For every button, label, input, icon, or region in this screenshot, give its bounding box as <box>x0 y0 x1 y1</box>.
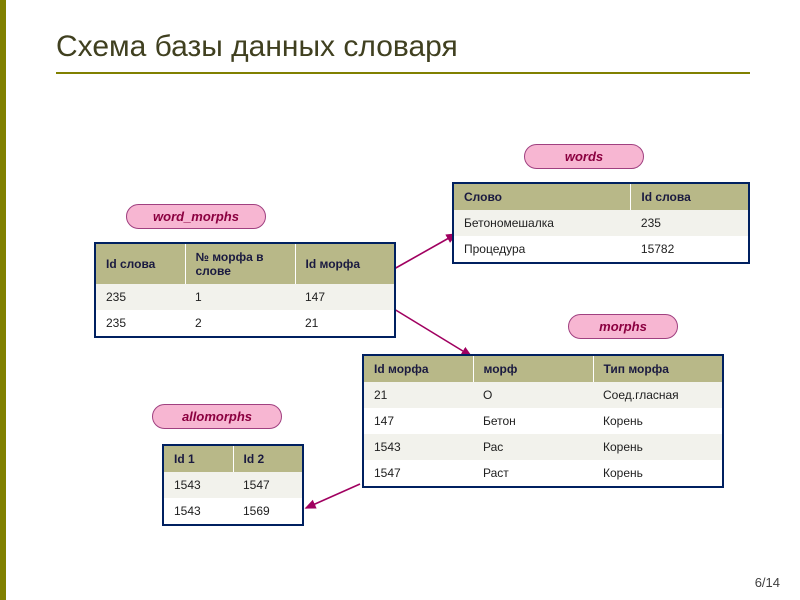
table-row: Бетономешалка235 <box>453 210 749 236</box>
table-cell: Бетономешалка <box>453 210 631 236</box>
table-row: 1543РасКорень <box>363 434 723 460</box>
table-cell: 1 <box>185 284 295 310</box>
table-cell: 235 <box>95 284 185 310</box>
column-header: Слово <box>453 183 631 210</box>
table-cell: Корень <box>593 408 723 434</box>
diagram-area: words word_morphs morphs allomorphs Слов… <box>56 94 750 574</box>
table-cell: Соед.гласная <box>593 382 723 408</box>
table-cell: 1543 <box>163 498 233 525</box>
table-row: Процедура15782 <box>453 236 749 263</box>
label-allomorphs: allomorphs <box>152 404 282 429</box>
table-cell: Рас <box>473 434 593 460</box>
page-title: Схема базы данных словаря <box>56 30 750 64</box>
column-header: Id 1 <box>163 445 233 472</box>
table-row: 21ОСоед.гласная <box>363 382 723 408</box>
table-cell: 1547 <box>363 460 473 487</box>
table-words: СловоId словаБетономешалка235Процедура15… <box>452 182 750 264</box>
table-row: 235221 <box>95 310 395 337</box>
table-cell: 147 <box>295 284 395 310</box>
table-cell: 1543 <box>363 434 473 460</box>
table-cell: 147 <box>363 408 473 434</box>
table-cell: 2 <box>185 310 295 337</box>
column-header: Id слова <box>631 183 749 210</box>
table-word-morphs: Id слова№ морфа в словеId морфа235114723… <box>94 242 396 338</box>
column-header: Id морфа <box>295 243 395 284</box>
column-header: Тип морфа <box>593 355 723 382</box>
table-allomorphs: Id 1Id 21543154715431569 <box>162 444 304 526</box>
column-header: Id 2 <box>233 445 303 472</box>
column-header: № морфа в слове <box>185 243 295 284</box>
table-cell: О <box>473 382 593 408</box>
table-cell: 1547 <box>233 472 303 498</box>
table-row: 147БетонКорень <box>363 408 723 434</box>
label-word-morphs: word_morphs <box>126 204 266 229</box>
column-header: Id морфа <box>363 355 473 382</box>
table-cell: Корень <box>593 434 723 460</box>
table-cell: 21 <box>363 382 473 408</box>
page-number: 6/14 <box>755 575 780 590</box>
table-cell: Корень <box>593 460 723 487</box>
title-underline <box>56 72 750 74</box>
table-cell: 21 <box>295 310 395 337</box>
column-header: Id слова <box>95 243 185 284</box>
table-cell: 235 <box>95 310 185 337</box>
column-header: морф <box>473 355 593 382</box>
table-cell: Процедура <box>453 236 631 263</box>
table-cell: Бетон <box>473 408 593 434</box>
table-row: 15431547 <box>163 472 303 498</box>
table-cell: Раст <box>473 460 593 487</box>
table-row: 1547РастКорень <box>363 460 723 487</box>
table-cell: 1569 <box>233 498 303 525</box>
table-cell: 235 <box>631 210 749 236</box>
label-morphs: morphs <box>568 314 678 339</box>
table-row: 2351147 <box>95 284 395 310</box>
table-cell: 1543 <box>163 472 233 498</box>
table-cell: 15782 <box>631 236 749 263</box>
label-words: words <box>524 144 644 169</box>
table-row: 15431569 <box>163 498 303 525</box>
table-morphs: Id морфаморфТип морфа21ОСоед.гласная147Б… <box>362 354 724 488</box>
